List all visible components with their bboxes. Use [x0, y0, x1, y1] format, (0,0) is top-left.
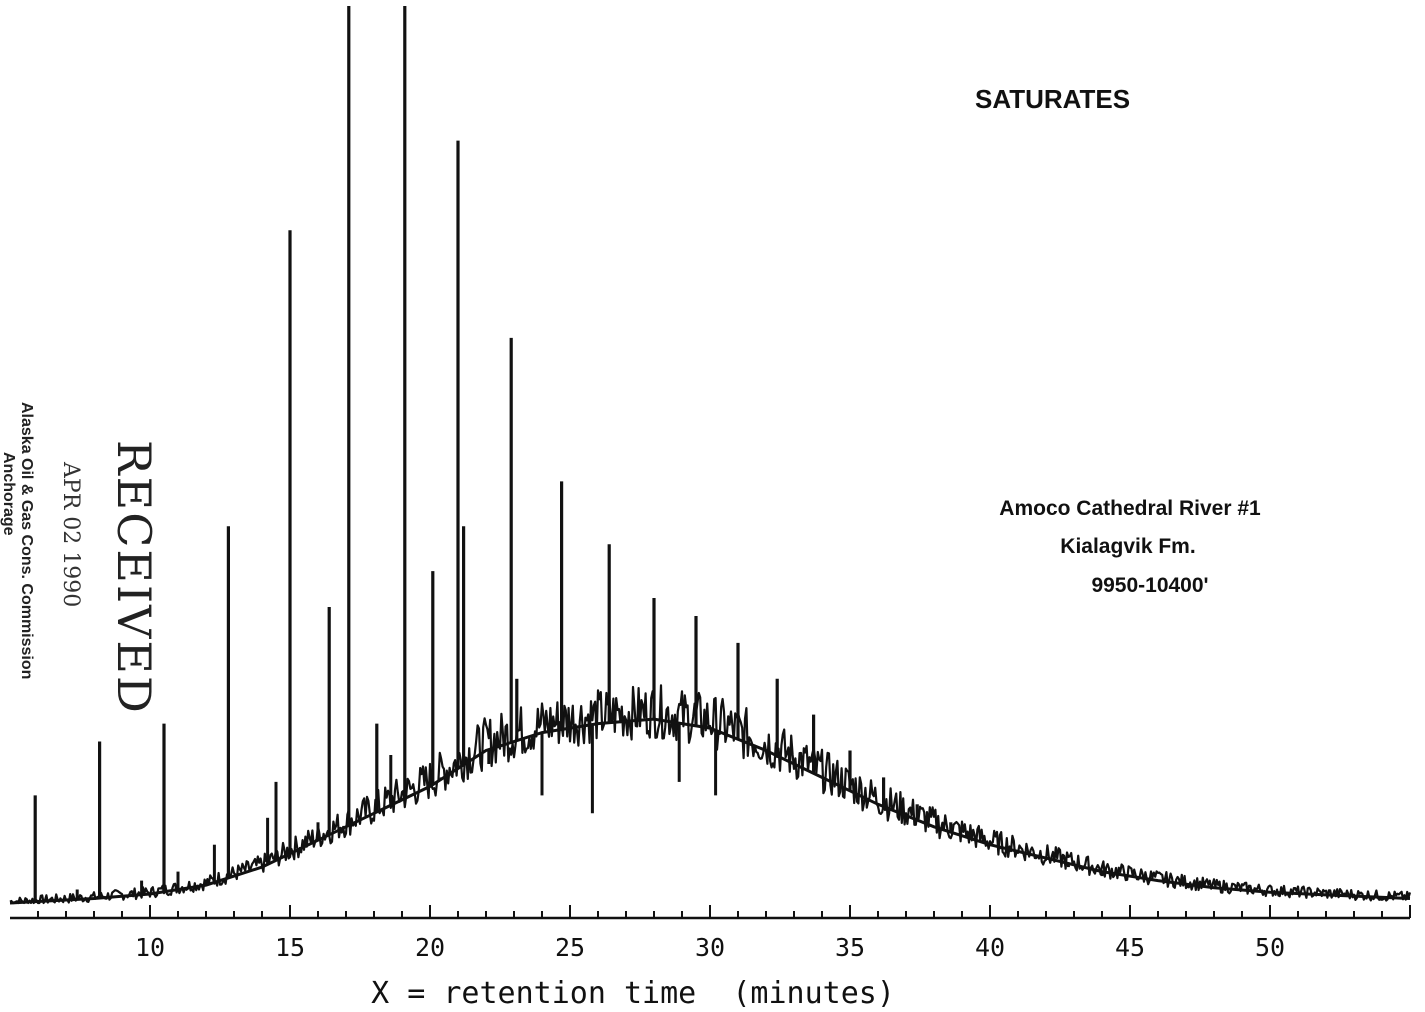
chromatogram-trace — [9, 684, 1412, 905]
x-tick-label: 20 — [415, 933, 445, 962]
received-stamp: RECEIVED APR 02 1990 Alaska Oil & Gas Co… — [0, 402, 161, 715]
stamp-date: APR 02 1990 — [58, 461, 83, 607]
stamp-city: Anchorage — [0, 452, 17, 536]
x-tick-label: 10 — [135, 933, 165, 962]
x-tick-label: 30 — [695, 933, 725, 962]
plot-layer — [9, 6, 1412, 905]
chart-title: SATURATES — [975, 84, 1130, 114]
sample-label-line: Kialagvik Fm. — [1060, 535, 1195, 558]
sample-label: Amoco Cathedral River #1 Kialagvik Fm. 995… — [999, 497, 1261, 597]
stamp-received: RECEIVED — [107, 440, 161, 715]
x-tick-label: 40 — [975, 933, 1005, 962]
x-tick-label: 35 — [835, 933, 865, 962]
baseline-hump-line — [9, 717, 1411, 905]
x-axis: 10 15 20 25 30 35 40 45 50 — [10, 905, 1411, 962]
x-tick-label: 45 — [1115, 933, 1145, 962]
x-tick-label: 25 — [555, 933, 585, 962]
x-tick-label: 50 — [1255, 933, 1285, 962]
sample-label-line: Amoco Cathedral River #1 — [999, 497, 1261, 520]
sample-label-line: 9950-10400' — [1091, 574, 1208, 597]
x-tick-label: 15 — [275, 933, 305, 962]
stamp-agency: Alaska Oil & Gas Cons. Commission — [18, 402, 35, 679]
x-axis-label: X = retention time (minutes) — [371, 976, 895, 1011]
